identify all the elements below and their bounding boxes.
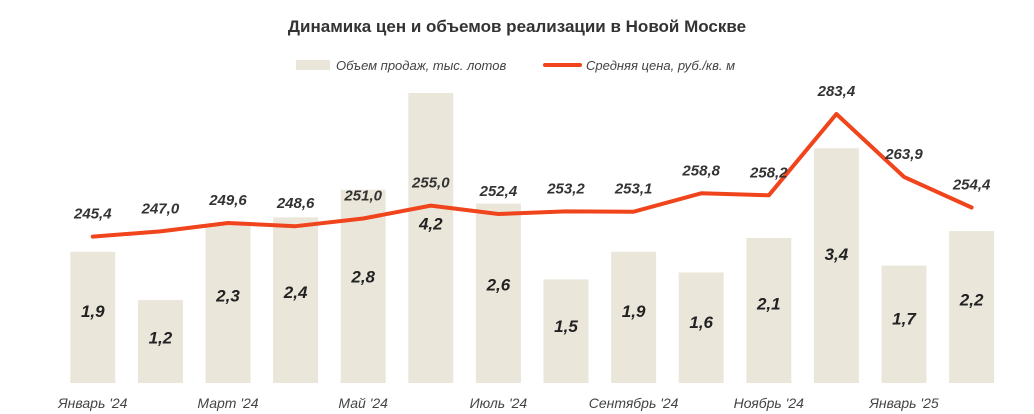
legend-label-volume: Объем продаж, тыс. лотов bbox=[336, 58, 506, 73]
volume-label: 1,2 bbox=[149, 328, 173, 347]
legend-label-price: Средняя цена, руб./кв. м bbox=[586, 58, 735, 73]
volume-label: 1,7 bbox=[892, 309, 917, 328]
x-tick-label: Январь '24 bbox=[57, 395, 128, 411]
volume-label: 2,2 bbox=[959, 291, 984, 310]
bar-volume bbox=[205, 224, 251, 383]
volume-label: 2,4 bbox=[283, 283, 308, 302]
bar-volume bbox=[813, 148, 859, 383]
price-label: 249,6 bbox=[208, 192, 247, 209]
bar-volume bbox=[408, 93, 454, 383]
price-label: 263,9 bbox=[884, 146, 923, 163]
volume-label: 1,6 bbox=[689, 313, 713, 332]
volume-label: 3,4 bbox=[825, 245, 849, 264]
price-label: 251,0 bbox=[343, 188, 382, 205]
x-tick-label: Январь '25 bbox=[868, 395, 939, 411]
x-tick-label: Ноябрь '24 bbox=[734, 395, 804, 411]
bars-volume bbox=[70, 93, 995, 383]
volume-label: 2,1 bbox=[756, 294, 781, 313]
bar-volume bbox=[746, 238, 792, 383]
bar-volume bbox=[949, 231, 995, 383]
price-label: 255,0 bbox=[411, 175, 450, 192]
x-axis-ticks: Январь '24 Март '24 Май '24 Июль '24 Сентябр… bbox=[57, 395, 939, 411]
price-label: 253,2 bbox=[546, 180, 585, 197]
bar-volume bbox=[678, 272, 724, 383]
chart-title: Динамика цен и объемов реализации в Ново… bbox=[288, 17, 746, 36]
price-label: 248,6 bbox=[276, 195, 315, 212]
x-tick-label: Март '24 bbox=[197, 395, 258, 411]
bar-volume bbox=[881, 265, 927, 383]
x-tick-label: Май '24 bbox=[338, 395, 388, 411]
price-line bbox=[90, 112, 974, 239]
bar-volume bbox=[273, 217, 319, 383]
volume-label: 1,9 bbox=[622, 302, 646, 321]
x-tick-label: Сентябрь '24 bbox=[589, 395, 679, 411]
price-labels: 245,4 247,0 249,6 248,6 251,0 255,0 252,4 253,2… bbox=[73, 83, 991, 223]
volume-label: 2,6 bbox=[486, 275, 511, 294]
volume-labels: 1,9 1,2 2,3 2,4 2,8 4,2 2,6 1,5 1,9 1,6 2,1 3,4 1,7 2… bbox=[81, 215, 984, 348]
price-label: 253,1 bbox=[614, 181, 653, 198]
legend-swatch-volume bbox=[296, 60, 330, 70]
price-label: 254,4 bbox=[952, 177, 991, 194]
bar-volume bbox=[137, 300, 183, 383]
volume-label: 2,8 bbox=[350, 268, 375, 287]
price-label: 258,8 bbox=[681, 162, 720, 179]
price-label: 247,0 bbox=[141, 200, 180, 217]
legend: Объем продаж, тыс. лотов Средняя цена, р… bbox=[296, 58, 735, 73]
bar-volume bbox=[70, 251, 116, 383]
volume-label: 4,2 bbox=[418, 215, 443, 234]
bar-volume bbox=[543, 279, 589, 383]
volume-label: 1,9 bbox=[81, 302, 105, 321]
x-tick-label: Июль '24 bbox=[470, 395, 528, 411]
bar-volume bbox=[475, 203, 521, 383]
price-label: 245,4 bbox=[73, 206, 112, 223]
line-price bbox=[90, 112, 974, 239]
price-label: 258,2 bbox=[749, 164, 788, 181]
volume-label: 2,3 bbox=[215, 287, 240, 306]
price-label: 283,4 bbox=[817, 83, 856, 100]
price-label: 252,4 bbox=[479, 183, 518, 200]
bar-volume bbox=[611, 251, 657, 383]
volume-label: 1,5 bbox=[554, 317, 578, 336]
